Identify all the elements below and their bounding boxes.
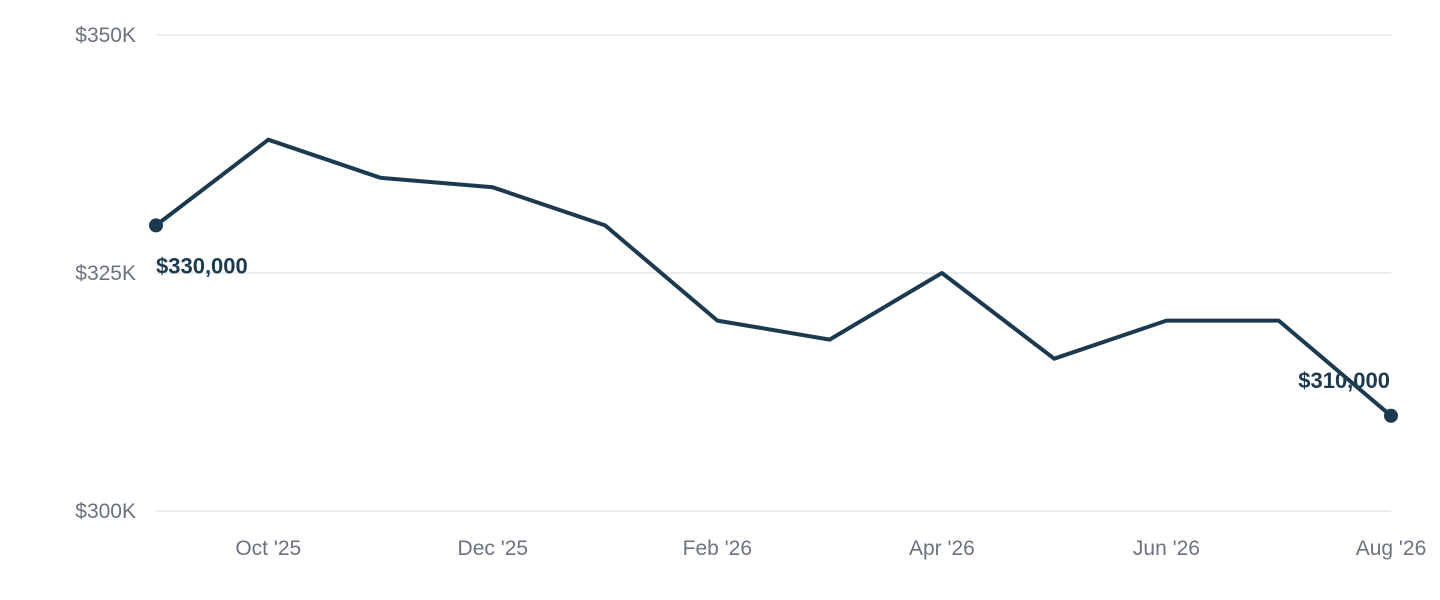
- x-tick-label: Feb '26: [683, 537, 752, 560]
- endpoint-value-label: $310,000: [1298, 368, 1390, 393]
- y-tick-label: $350K: [75, 24, 136, 47]
- y-tick-label: $300K: [75, 500, 136, 523]
- x-tick-label: Apr '26: [909, 537, 975, 560]
- endpoint-labels: $330,000 $310,000: [156, 253, 1390, 392]
- endpoint-value-label: $330,000: [156, 253, 248, 278]
- y-tick-label: $325K: [75, 262, 136, 285]
- endpoint-marker: [1384, 408, 1398, 423]
- endpoint-marker: [149, 218, 163, 233]
- y-axis-ticks: $300K $325K $350K: [75, 24, 136, 523]
- x-tick-label: Aug '26: [1356, 537, 1427, 560]
- series-line: [154, 137, 1393, 418]
- x-tick-label: Oct '25: [235, 537, 301, 560]
- x-tick-label: Jun '26: [1133, 537, 1200, 560]
- grid-layer: [156, 34, 1391, 512]
- x-tick-label: Dec '25: [458, 537, 529, 560]
- x-axis-ticks: Oct '25 Dec '25 Feb '26 Apr '26 Jun '26 Aug '…: [235, 537, 1426, 560]
- series-layer: [149, 137, 1398, 423]
